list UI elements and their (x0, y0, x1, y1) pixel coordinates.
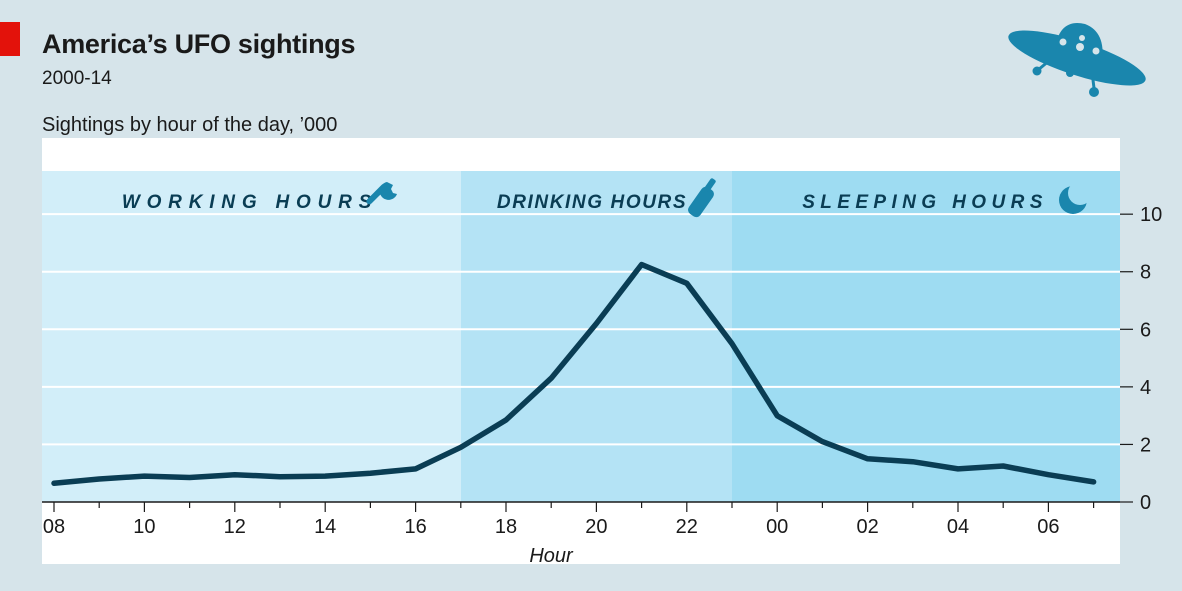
x-tick-label: 02 (856, 516, 878, 538)
x-tick-label: 06 (1037, 516, 1059, 538)
x-tick-label: 10 (133, 516, 155, 538)
band-label: DRINKING HOURS (497, 192, 687, 213)
band-sleeping (732, 171, 1120, 502)
y-tick-label: 4 (1140, 377, 1151, 399)
y-tick-label: 0 (1140, 492, 1151, 514)
band-label: SLEEPING HOURS (802, 192, 1048, 213)
x-tick-label: 18 (495, 516, 517, 538)
x-tick-label: 04 (947, 516, 969, 538)
band-label: WORKING HOURS (122, 192, 378, 213)
wrench-icon (366, 182, 397, 205)
y-tick-label: 10 (1140, 204, 1162, 226)
band-working (42, 171, 461, 502)
x-tick-label: 14 (314, 516, 336, 538)
x-axis-label: Hour (529, 545, 574, 567)
chart-subtitle: 2000-14 (42, 68, 112, 89)
moon-icon (1059, 181, 1092, 214)
ufo-icon (1008, 23, 1146, 97)
x-tick-label: 16 (404, 516, 426, 538)
x-tick-label: 12 (224, 516, 246, 538)
x-tick-label: 08 (43, 516, 65, 538)
y-tick-label: 8 (1140, 262, 1151, 284)
bottle-icon (688, 178, 716, 218)
chart-unit-label: Sightings by hour of the day, ’000 (42, 114, 338, 136)
y-tick-label: 2 (1140, 434, 1151, 456)
x-tick-label: 22 (676, 516, 698, 538)
band-drinking (461, 171, 732, 502)
chart-title: America’s UFO sightings (42, 29, 356, 59)
series-line (51, 261, 1097, 487)
y-tick-label: 6 (1140, 319, 1151, 341)
x-tick-label: 20 (585, 516, 607, 538)
x-tick-label: 00 (766, 516, 788, 538)
accent-tab (0, 22, 20, 56)
